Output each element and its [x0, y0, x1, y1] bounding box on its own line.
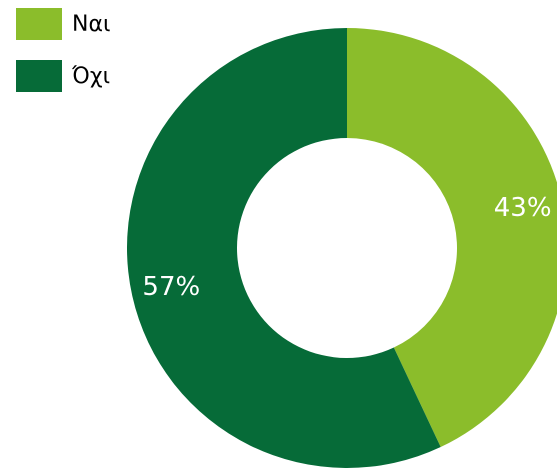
value-label: 57% — [142, 272, 200, 302]
legend-label: Ναι — [72, 12, 110, 37]
donut-slice — [347, 28, 557, 448]
legend-swatch — [16, 8, 62, 40]
legend-label: Όχι — [71, 64, 110, 89]
legend-swatch — [16, 60, 62, 92]
value-label: 43% — [494, 193, 552, 223]
donut-slice — [126, 28, 441, 468]
